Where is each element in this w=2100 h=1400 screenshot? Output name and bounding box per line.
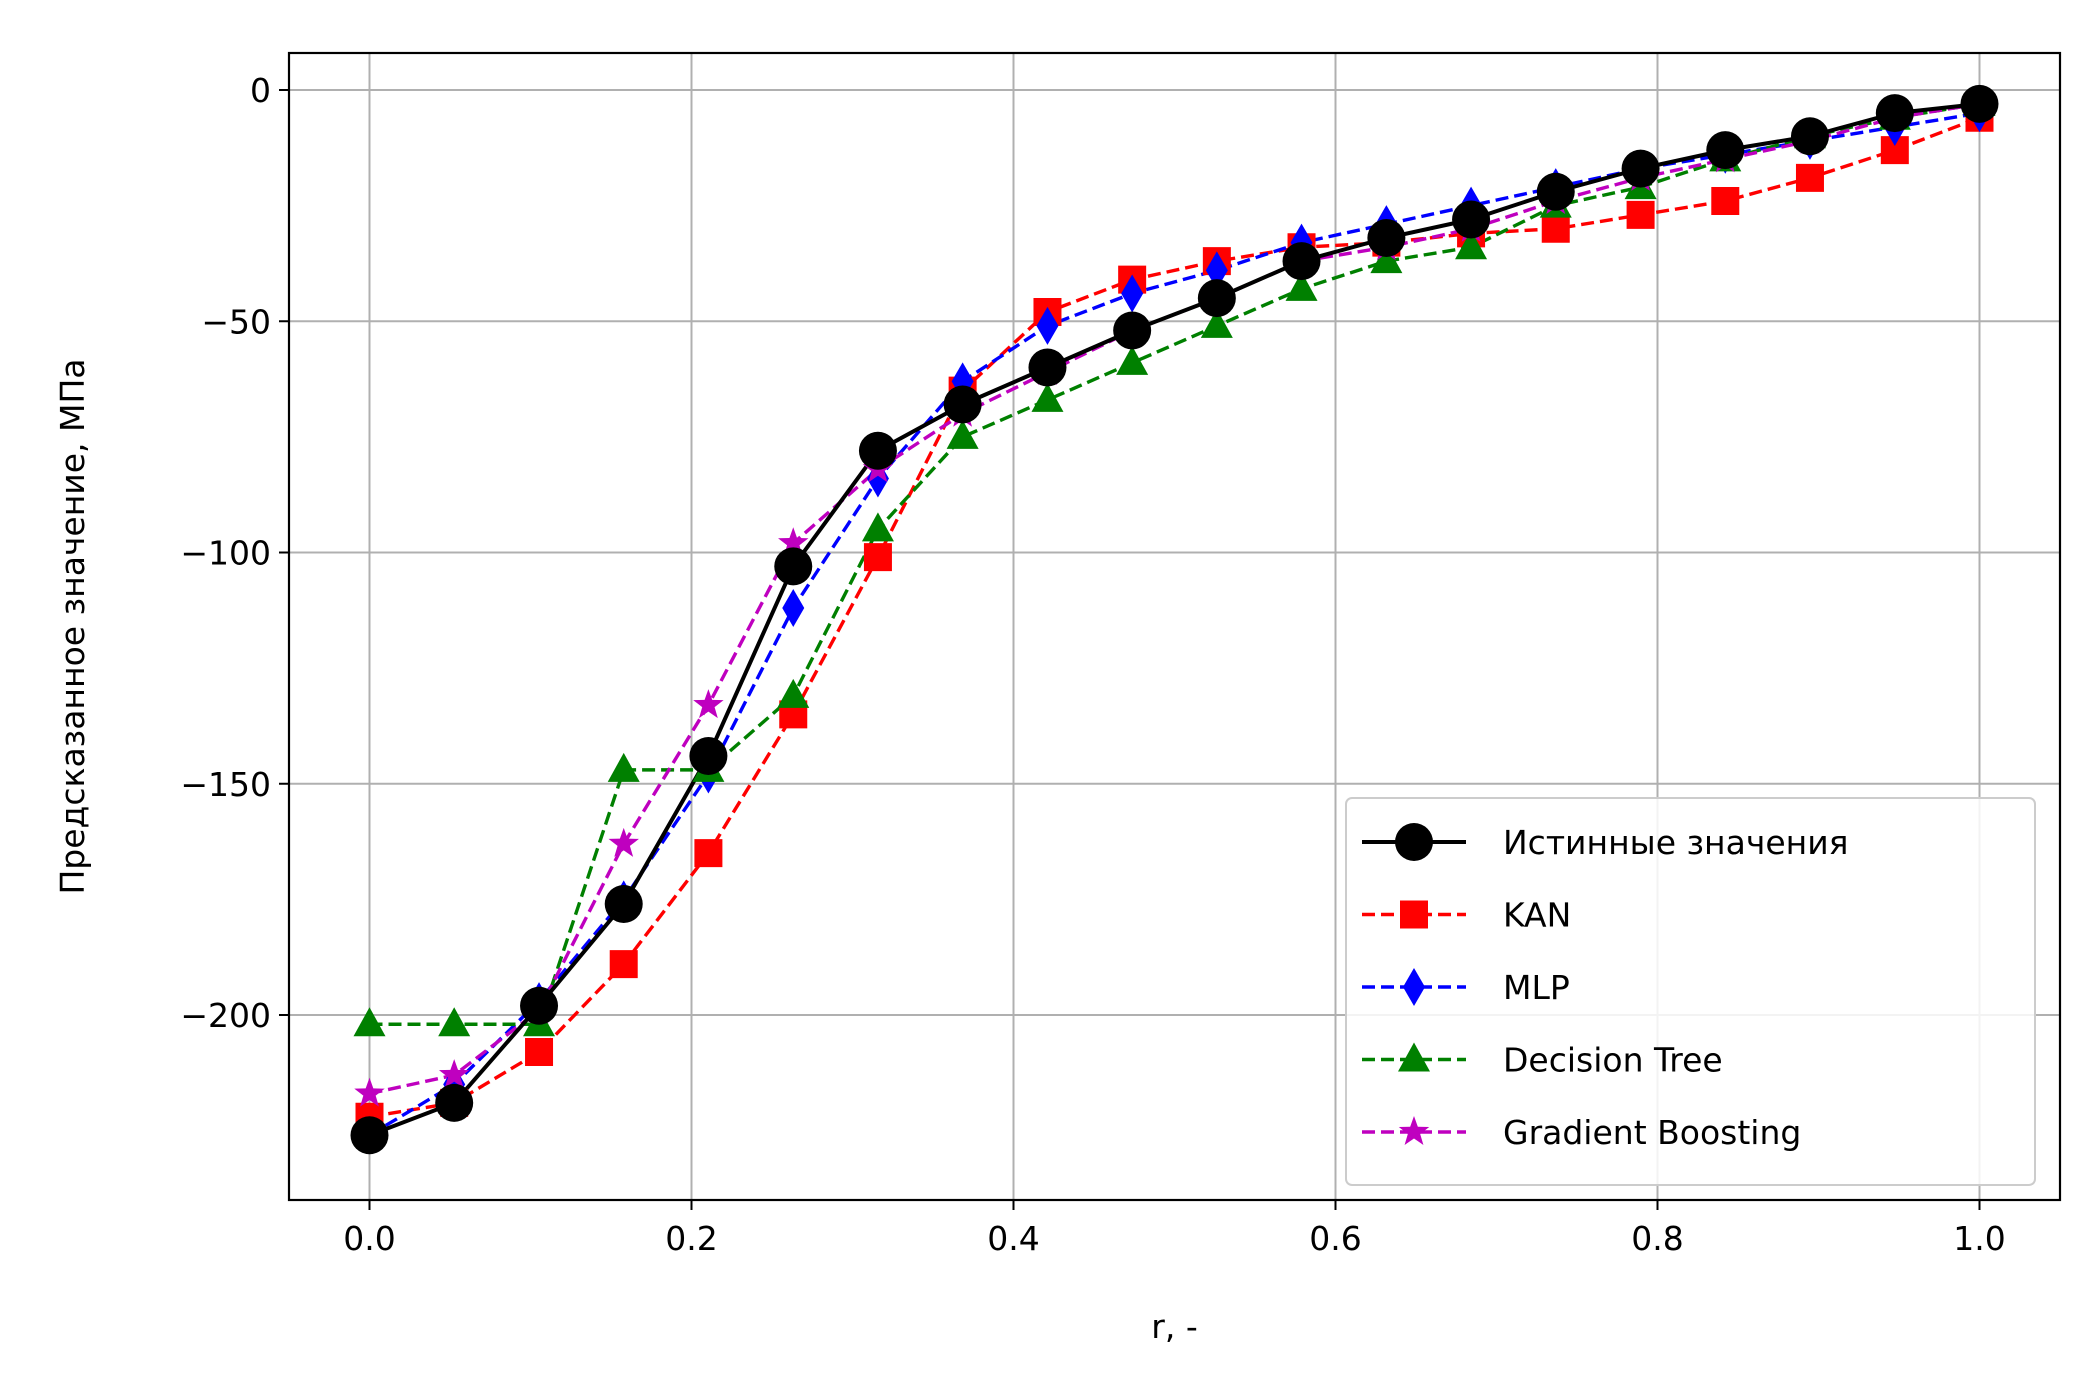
- series-3-point: [1200, 308, 1233, 338]
- series-2-point: [1036, 306, 1059, 345]
- series-1-point: [525, 1038, 554, 1066]
- series-0-point: [1536, 172, 1575, 211]
- series-4-point: [438, 1059, 470, 1089]
- series-3-point: [353, 1007, 386, 1037]
- legend-label-1: KAN: [1503, 896, 1571, 935]
- x-tick-label: 0.8: [1631, 1219, 1683, 1258]
- series-0-point: [350, 1116, 389, 1155]
- series-1-point: [1626, 200, 1655, 229]
- x-axis-ticks: 0.0 0.2 0.4 0.6 0.8 1.0: [343, 1200, 2006, 1258]
- series-3-point: [1116, 345, 1149, 375]
- series-0-point: [1282, 242, 1321, 281]
- x-tick-label: 0.6: [1309, 1219, 1361, 1258]
- series-3-point: [438, 1007, 471, 1037]
- series-0-point: [1706, 131, 1745, 170]
- series-3-point: [946, 419, 979, 449]
- series-3-point: [1285, 271, 1318, 301]
- series-4-point: [778, 527, 809, 557]
- y-tick-label: −200: [180, 996, 271, 1035]
- series-4-point: [354, 1077, 385, 1107]
- y-tick-label: 0: [250, 71, 271, 110]
- plot-frame: [287, 51, 2062, 1202]
- series-0-point: [943, 385, 982, 424]
- x-axis-label: r, -: [1151, 1307, 1197, 1346]
- series-0-point: [1028, 348, 1067, 387]
- legend-marker-1: [1400, 900, 1428, 929]
- series-0-point: [1875, 94, 1914, 133]
- series-0-point: [858, 431, 897, 470]
- series-1-point: [609, 950, 638, 979]
- series-3-point: [1455, 230, 1488, 260]
- x-tick-label: 0.0: [343, 1219, 395, 1258]
- series-0-point: [520, 986, 559, 1025]
- x-tick-label: 1.0: [1953, 1219, 2005, 1258]
- y-tick-label: −100: [180, 534, 271, 573]
- series-2-point: [782, 589, 805, 627]
- legend-label-3: Decision Tree: [1503, 1041, 1723, 1080]
- series-3-point: [607, 752, 640, 782]
- series-2-point: [1205, 251, 1228, 290]
- legend-label-2: MLP: [1503, 968, 1570, 1007]
- legend-marker-0: [1395, 823, 1433, 861]
- series-0-point: [1367, 219, 1406, 257]
- series-line-3: [369, 102, 1980, 1026]
- series-3-point: [1370, 244, 1403, 274]
- grid: [289, 53, 2060, 1200]
- series-1-point: [1541, 214, 1570, 243]
- y-axis-label: Предсказанное значение, МПа: [53, 358, 92, 894]
- series-0-point: [1621, 149, 1660, 188]
- y-tick-label: −150: [180, 765, 271, 804]
- y-axis-ticks: 0 −50 −100 −150 −200: [180, 71, 289, 1035]
- series-markers: [350, 84, 1999, 1155]
- legend-label-0: Истинные значения: [1503, 823, 1849, 862]
- series-4-point: [693, 689, 724, 719]
- legend-marker-4: [1398, 1116, 1430, 1145]
- legend-label-4: Gradient Boosting: [1503, 1113, 1801, 1152]
- series-0-point: [1113, 311, 1152, 350]
- y-tick-label: −50: [201, 302, 271, 341]
- series-3-point: [861, 512, 894, 542]
- x-tick-label: 0.4: [987, 1219, 1039, 1258]
- legend-marker-2: [1403, 968, 1425, 1006]
- series-0-point: [1960, 84, 1999, 123]
- series-4-point: [608, 827, 639, 857]
- legend: Истинные значения KAN MLP Decision Tree Grad…: [1345, 797, 2036, 1186]
- x-tick-label: 0.2: [665, 1219, 717, 1258]
- series-0-point: [1452, 200, 1491, 239]
- series-line-1: [369, 116, 1981, 1119]
- legend-box: [1345, 797, 2036, 1186]
- series-2-point: [1121, 274, 1144, 313]
- series-0-point: [1790, 117, 1829, 156]
- legend-marker-3: [1398, 1042, 1430, 1072]
- series-0-point: [435, 1083, 474, 1122]
- series-0-point: [1197, 279, 1236, 318]
- series-0-point: [689, 737, 728, 775]
- series-3-point: [777, 678, 810, 708]
- series-1-point: [1795, 163, 1824, 192]
- series-0-point: [604, 885, 643, 923]
- series-1-point: [1711, 187, 1740, 215]
- series-1-point: [694, 839, 723, 868]
- series-0-point: [774, 547, 813, 586]
- series-1-point: [863, 543, 892, 572]
- series-3-point: [1031, 382, 1064, 412]
